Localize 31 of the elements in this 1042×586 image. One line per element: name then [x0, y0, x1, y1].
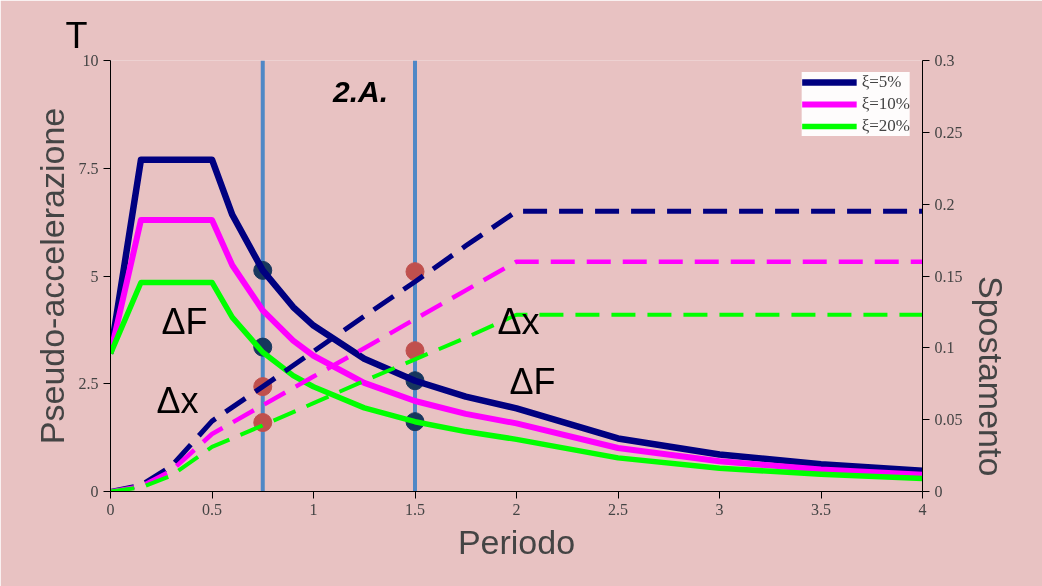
y2-tick-label: 0.25	[934, 123, 963, 141]
annotation: Δx	[497, 301, 540, 342]
y-tick-label: 5	[90, 267, 99, 285]
x-tick-label: 0.5	[202, 500, 222, 518]
x-tick-label: 1.5	[405, 500, 425, 518]
y2-tick-label: 0.1	[934, 339, 955, 357]
y2-tick-label: 0.05	[934, 411, 963, 429]
x-tick-label: 4	[918, 500, 927, 518]
legend-label: ξ=5%	[861, 72, 902, 92]
x-tick-label: 1	[309, 500, 318, 518]
x-tick-label: 3	[715, 500, 724, 518]
y-axis-title: Pseudo-accelerazione	[32, 107, 71, 445]
annotation: ΔF	[161, 301, 208, 342]
y2-tick-label: 0.3	[934, 52, 955, 69]
legend-label: ξ=20%	[861, 116, 910, 136]
x-tick-label: 2.5	[608, 500, 628, 518]
annotation: ΔF	[509, 361, 556, 402]
y2-axis-title: Spostamento	[971, 276, 1010, 477]
legend-label: ξ=10%	[861, 94, 910, 114]
x-axis-title: Periodo	[457, 522, 576, 561]
y2-tick-label: 0.15	[934, 267, 963, 285]
x-tick-label: 3.5	[811, 500, 831, 518]
annotation: Δx	[156, 380, 199, 421]
y-tick-label: 7.5	[78, 159, 99, 177]
y2-tick-label: 0.2	[934, 195, 955, 213]
y2-tick-label: 0	[934, 483, 943, 500]
x-tick-label: 2	[512, 500, 521, 518]
y-tick-label: 2.5	[78, 375, 99, 393]
y-tick-label: 0	[90, 483, 99, 500]
annotation: 2.A.	[331, 75, 389, 108]
x-tick-label: 0	[106, 500, 115, 518]
